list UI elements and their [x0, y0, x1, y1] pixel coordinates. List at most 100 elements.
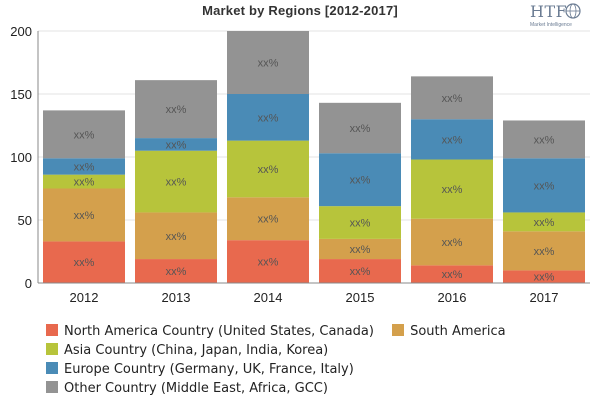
bar-2014-series-0 — [227, 240, 309, 283]
data-label-2016-series-3: xx% — [442, 134, 463, 146]
bar-2014-series-3 — [227, 94, 309, 141]
data-label-2016-series-2: xx% — [442, 184, 463, 196]
legend-item-south-america: South America — [392, 322, 506, 341]
legend-label-europe: Europe Country (Germany, UK, France, Ita… — [64, 362, 354, 377]
legend-swatch-north-america — [46, 324, 58, 336]
data-label-2013-series-0: xx% — [166, 266, 187, 278]
data-label-2013-series-3: xx% — [166, 139, 187, 151]
bar-2016-series-3 — [411, 119, 493, 160]
x-tick-label-2015: 2015 — [346, 290, 375, 305]
legend-row-3: Europe Country (Germany, UK, France, Ita… — [46, 360, 596, 379]
bar-2015-series-3 — [319, 153, 401, 207]
data-label-2015-series-0: xx% — [350, 266, 371, 278]
logo-subtext: Market Intelligence — [530, 22, 572, 28]
x-tick-label-2017: 2017 — [530, 290, 559, 305]
legend-label-other: Other Country (Middle East, Africa, GCC) — [64, 381, 328, 396]
data-label-2015-series-1: xx% — [350, 244, 371, 256]
bar-2015-series-0 — [319, 259, 401, 283]
data-label-2016-series-1: xx% — [442, 237, 463, 249]
bar-2012-series-3 — [43, 158, 125, 175]
bar-2015-series-4 — [319, 102, 401, 154]
x-tick-label-2012: 2012 — [70, 290, 99, 305]
x-tick-label-2013: 2013 — [162, 290, 191, 305]
data-label-2013-series-2: xx% — [166, 177, 187, 189]
axes: 0 50 100 150 200 2012 2013 2014 2015 2016 2017 — [10, 24, 590, 305]
bar-2016-series-2 — [411, 159, 493, 219]
bar-2017-series-4 — [503, 120, 585, 159]
bar-2016-series-4 — [411, 76, 493, 120]
y-tick-label-50: 50 — [18, 213, 32, 228]
htf-logo: HTF Market Intelligence — [530, 2, 590, 34]
data-label-2012-series-3: xx% — [74, 161, 95, 173]
gridlines — [38, 30, 590, 284]
data-label-2016-series-0: xx% — [442, 269, 463, 281]
bar-2017-series-0 — [503, 270, 585, 283]
bars — [43, 31, 585, 283]
data-label-2015-series-2: xx% — [350, 218, 371, 230]
chart-title: Market by Regions [2012-2017] — [202, 3, 398, 18]
bar-2016-series-1 — [411, 218, 493, 266]
data-label-2017-series-1: xx% — [534, 246, 555, 258]
data-label-2012-series-4: xx% — [74, 129, 95, 141]
data-label-2014-series-0: xx% — [258, 257, 279, 269]
bar-2014-series-4 — [227, 31, 309, 94]
data-label-2016-series-4: xx% — [442, 93, 463, 105]
bar-2016-series-0 — [411, 265, 493, 283]
legend-swatch-south-america — [392, 324, 405, 336]
y-tick-label-100: 100 — [10, 150, 32, 165]
legend-item-north-america: North America Country (United States, Ca… — [46, 322, 374, 341]
legend-swatch-europe — [46, 362, 58, 374]
x-tick-label-2014: 2014 — [254, 290, 283, 305]
bar-2012-series-4 — [43, 110, 125, 159]
data-labels: xx% xx% xx% xx% xx% xx% xx% xx% xx% xx% xx% xx% xx% x… — [74, 58, 555, 284]
legend-item-other: Other Country (Middle East, Africa, GCC) — [46, 379, 328, 398]
data-label-2014-series-3: xx% — [258, 112, 279, 124]
data-label-2017-series-4: xx% — [534, 134, 555, 146]
y-tick-label-150: 150 — [10, 87, 32, 102]
bar-2012-series-0 — [43, 241, 125, 283]
bar-2017-series-2 — [503, 212, 585, 232]
data-label-2017-series-3: xx% — [534, 180, 555, 192]
data-label-2015-series-3: xx% — [350, 175, 371, 187]
bar-2012-series-2 — [43, 174, 125, 189]
bar-2017-series-3 — [503, 158, 585, 213]
data-label-2012-series-2: xx% — [74, 177, 95, 189]
data-label-2014-series-1: xx% — [258, 214, 279, 226]
bar-2013-series-0 — [135, 259, 217, 283]
data-label-2014-series-4: xx% — [258, 58, 279, 70]
legend-swatch-other — [46, 381, 58, 393]
data-label-2013-series-1: xx% — [166, 231, 187, 243]
bar-2013-series-2 — [135, 150, 217, 213]
bar-2014-series-1 — [227, 197, 309, 241]
bar-2015-series-2 — [319, 206, 401, 239]
legend-label-south-america: South America — [410, 324, 506, 339]
x-tick-label-2016: 2016 — [438, 290, 467, 305]
data-label-2012-series-1: xx% — [74, 210, 95, 222]
logo-text: HTF — [530, 2, 568, 21]
bar-2013-series-1 — [135, 212, 217, 260]
data-label-2014-series-2: xx% — [258, 164, 279, 176]
legend-row-2: Asia Country (China, Japan, India, Korea… — [46, 341, 596, 360]
globe-icon — [565, 3, 581, 19]
bar-2014-series-2 — [227, 140, 309, 198]
bar-2013-series-3 — [135, 138, 217, 151]
bar-2013-series-4 — [135, 80, 217, 139]
legend-swatch-asia — [46, 343, 58, 355]
data-label-2015-series-4: xx% — [350, 123, 371, 135]
y-tick-label-200: 200 — [10, 24, 32, 39]
data-label-2017-series-2: xx% — [534, 217, 555, 229]
stacked-bar-chart: xx% xx% xx% xx% xx% xx% xx% xx% xx% xx% xx% xx% xx% x… — [10, 24, 590, 305]
bar-2017-series-1 — [503, 231, 585, 271]
data-label-2012-series-0: xx% — [74, 257, 95, 269]
legend-label-asia: Asia Country (China, Japan, India, Korea… — [64, 343, 329, 358]
bar-2015-series-1 — [319, 238, 401, 260]
y-tick-label-0: 0 — [25, 276, 32, 291]
legend-item-asia: Asia Country (China, Japan, India, Korea… — [46, 341, 328, 360]
legend-label-north-america: North America Country (United States, Ca… — [64, 324, 374, 339]
data-label-2017-series-0: xx% — [534, 272, 555, 284]
bar-2012-series-1 — [43, 188, 125, 242]
legend-row-4: Other Country (Middle East, Africa, GCC) — [46, 379, 596, 398]
legend-item-europe: Europe Country (Germany, UK, France, Ita… — [46, 360, 354, 379]
legend: North America Country (United States, Ca… — [46, 322, 596, 398]
data-label-2013-series-4: xx% — [166, 104, 187, 116]
